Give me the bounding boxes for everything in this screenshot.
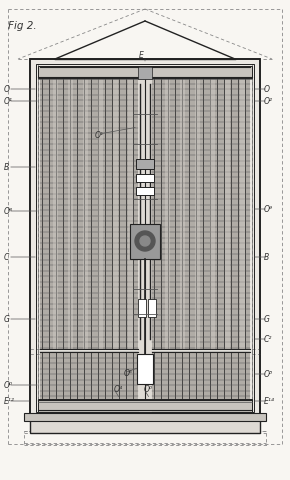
Text: B: B (264, 253, 269, 262)
Bar (24, 413, 266, 421)
Text: O²: O² (264, 97, 273, 106)
Bar (152, 352, 250, 412)
Text: E¹⁴: E¹⁴ (264, 396, 275, 406)
Text: E¹²: E¹² (4, 396, 15, 406)
Bar (138, 68, 152, 80)
Bar (136, 175, 154, 182)
Bar (38, 67, 252, 410)
Text: B: B (4, 163, 9, 172)
Text: G: G (264, 315, 270, 324)
Text: O: O (264, 85, 270, 94)
Bar (38, 67, 252, 79)
Text: O: O (4, 85, 10, 94)
Bar (38, 399, 252, 412)
Bar (30, 60, 260, 417)
Text: O⁸: O⁸ (4, 207, 13, 216)
Bar (136, 188, 154, 195)
Circle shape (140, 237, 150, 247)
Bar (180, 68, 185, 349)
Text: O⁶: O⁶ (264, 370, 273, 379)
Bar (138, 68, 152, 411)
Bar (40, 68, 138, 350)
Bar (30, 60, 260, 417)
Text: C²: C² (264, 335, 272, 344)
Bar (138, 300, 146, 317)
Text: O⁴: O⁴ (113, 384, 122, 394)
Bar (195, 68, 200, 349)
Bar (68, 68, 73, 349)
Text: O⁰: O⁰ (4, 381, 13, 390)
Text: G: G (4, 315, 10, 324)
Bar (165, 68, 170, 349)
Bar (148, 300, 156, 317)
Bar (36, 65, 254, 412)
Text: O⁹: O⁹ (264, 205, 273, 214)
Bar (30, 417, 260, 433)
Text: E: E (139, 51, 144, 60)
Bar (24, 431, 266, 445)
Bar (40, 352, 138, 412)
Bar (98, 68, 103, 349)
Bar (137, 354, 153, 384)
Text: O⁰: O⁰ (144, 384, 153, 394)
Bar (53, 68, 58, 349)
Text: O⁵: O⁵ (124, 369, 133, 378)
Text: C: C (4, 253, 9, 262)
Circle shape (135, 231, 155, 252)
Bar (128, 68, 133, 349)
Bar (113, 68, 118, 349)
Bar (152, 68, 250, 350)
Text: Fig 2.: Fig 2. (8, 21, 37, 31)
Bar (136, 160, 154, 169)
Bar (225, 68, 230, 349)
Bar (130, 225, 160, 260)
Text: O¹: O¹ (4, 97, 13, 106)
Bar (83, 68, 88, 349)
Bar (210, 68, 215, 349)
Text: O¹: O¹ (95, 130, 104, 139)
Bar (240, 68, 245, 349)
